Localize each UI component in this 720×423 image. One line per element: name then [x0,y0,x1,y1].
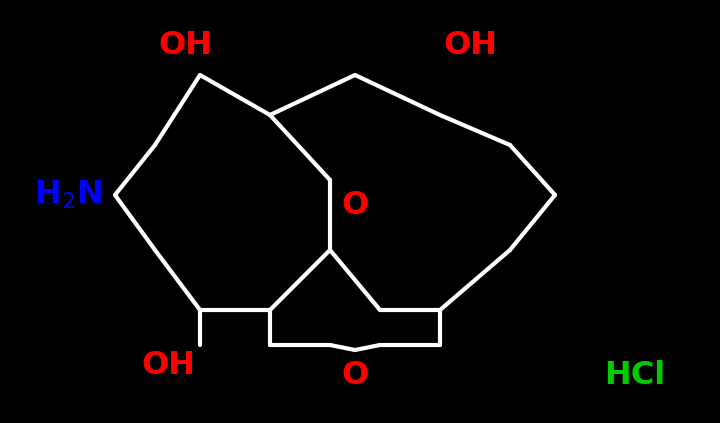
Text: O: O [341,190,369,220]
Text: HCl: HCl [604,360,665,390]
Text: OH: OH [158,30,212,60]
Text: H$_2$N: H$_2$N [34,179,102,211]
Text: OH: OH [141,349,195,381]
Text: O: O [341,360,369,390]
Text: OH: OH [443,30,497,60]
